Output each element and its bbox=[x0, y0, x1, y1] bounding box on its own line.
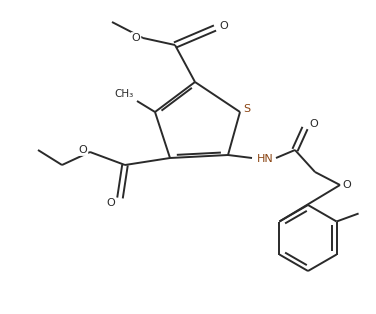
Text: O: O bbox=[343, 180, 352, 190]
Text: O: O bbox=[107, 198, 115, 208]
Text: O: O bbox=[309, 119, 318, 129]
Text: O: O bbox=[79, 145, 87, 155]
Text: CH₃: CH₃ bbox=[114, 89, 133, 99]
Text: O: O bbox=[220, 21, 228, 31]
Text: O: O bbox=[132, 33, 140, 43]
Text: S: S bbox=[243, 104, 250, 114]
Text: HN: HN bbox=[257, 154, 273, 164]
